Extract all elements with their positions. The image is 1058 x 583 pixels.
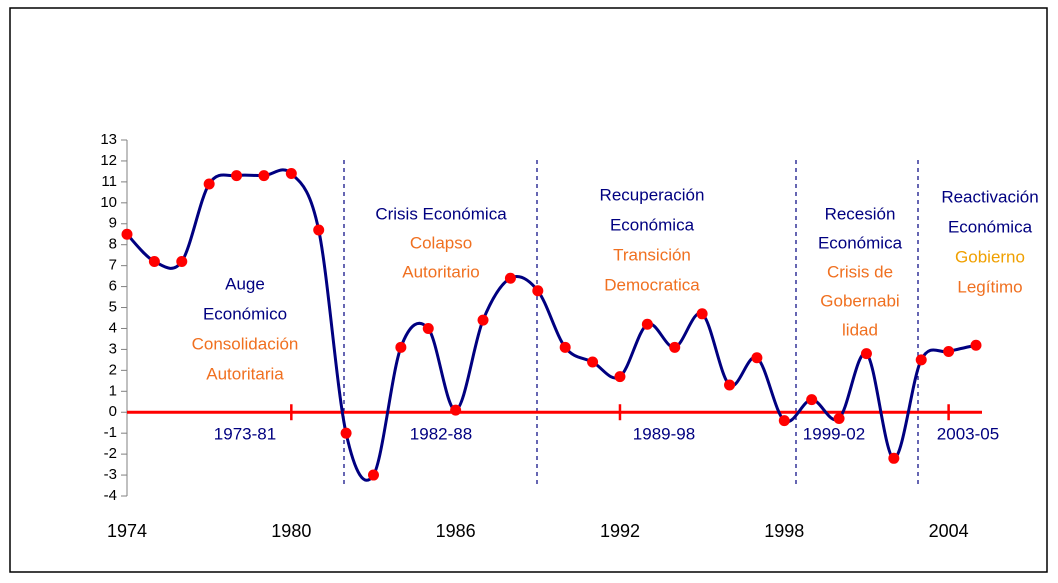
y-tick-label: 2 xyxy=(109,361,117,378)
data-point xyxy=(943,346,955,358)
data-point xyxy=(121,228,133,240)
data-point xyxy=(751,352,763,364)
data-point xyxy=(258,170,270,182)
data-point xyxy=(778,415,790,427)
annotation: Autoritaria xyxy=(206,364,284,383)
annotation: Crisis de xyxy=(827,262,893,281)
data-point xyxy=(395,341,407,353)
data-point xyxy=(422,322,434,334)
x-tick-label: 1980 xyxy=(271,521,311,541)
data-point xyxy=(148,255,160,267)
annotation: Económica xyxy=(818,233,903,252)
data-point xyxy=(806,394,818,406)
period-label: 1989-98 xyxy=(633,424,695,443)
data-point xyxy=(231,170,243,182)
data-point xyxy=(285,168,297,180)
x-tick-label: 1974 xyxy=(107,521,147,541)
data-point xyxy=(313,224,325,236)
annotation: lidad xyxy=(842,320,878,339)
data-point xyxy=(888,452,900,464)
x-tick-label: 1992 xyxy=(600,521,640,541)
y-tick-label: 3 xyxy=(109,340,117,357)
y-tick-label: 12 xyxy=(100,152,117,169)
y-tick-label: 5 xyxy=(109,298,117,315)
annotation: Recesión xyxy=(825,204,896,223)
data-point xyxy=(367,469,379,481)
annotation: Gobernabi xyxy=(820,291,899,310)
y-tick-label: 4 xyxy=(109,319,117,336)
annotation: Gobierno xyxy=(955,247,1025,266)
y-tick-label: -1 xyxy=(104,424,117,441)
data-point xyxy=(587,356,599,368)
y-tick-label: 11 xyxy=(101,173,117,190)
data-point xyxy=(504,272,516,284)
annotation: Crisis Económica xyxy=(375,204,507,223)
data-point xyxy=(450,404,462,416)
data-point xyxy=(477,314,489,326)
annotation: Económica xyxy=(948,217,1033,236)
annotation: Autoritario xyxy=(402,262,479,281)
data-point xyxy=(559,341,571,353)
annotation: Colapso xyxy=(410,233,472,252)
period-label: 1999-02 xyxy=(803,424,865,443)
y-tick-label: 9 xyxy=(109,215,117,232)
data-point xyxy=(532,285,544,297)
period-label: 1982-88 xyxy=(410,424,472,443)
data-point xyxy=(614,371,626,383)
y-tick-label: 1 xyxy=(109,382,117,399)
y-tick-label: 0 xyxy=(109,403,117,420)
period-label: 2003-05 xyxy=(937,424,999,443)
x-tick-label: 2004 xyxy=(929,521,969,541)
x-tick-label: 1998 xyxy=(764,521,804,541)
annotation: Transición xyxy=(613,245,691,264)
data-point xyxy=(203,178,215,190)
y-tick-label: -4 xyxy=(104,487,117,504)
frame xyxy=(9,7,1048,573)
data-point xyxy=(340,427,352,439)
annotation: Consolidación xyxy=(192,334,299,353)
annotation: Reactivación xyxy=(941,187,1038,206)
data-point xyxy=(669,341,681,353)
data-point xyxy=(724,379,736,391)
x-tick-label: 1986 xyxy=(436,521,476,541)
annotation: Auge xyxy=(225,274,265,293)
y-tick-label: 8 xyxy=(109,236,117,253)
annotation: Legítimo xyxy=(957,277,1022,296)
y-tick-label: -2 xyxy=(104,445,117,462)
period-label: 1973-81 xyxy=(214,424,276,443)
annotation: Económico xyxy=(203,304,287,323)
annotation: Económica xyxy=(610,215,695,234)
y-tick-label: 13 xyxy=(100,131,117,148)
annotation: Recuperación xyxy=(600,185,705,204)
data-point xyxy=(641,318,653,330)
data-point xyxy=(176,255,188,267)
y-tick-label: -3 xyxy=(104,466,117,483)
y-tick-label: 10 xyxy=(100,194,117,211)
data-point xyxy=(696,308,708,320)
data-point xyxy=(970,339,982,351)
data-point xyxy=(915,354,927,366)
y-tick-label: 6 xyxy=(109,278,117,295)
y-tick-label: 7 xyxy=(109,257,117,274)
data-point xyxy=(860,348,872,360)
annotation: Democratica xyxy=(604,275,700,294)
data-point xyxy=(833,413,845,425)
